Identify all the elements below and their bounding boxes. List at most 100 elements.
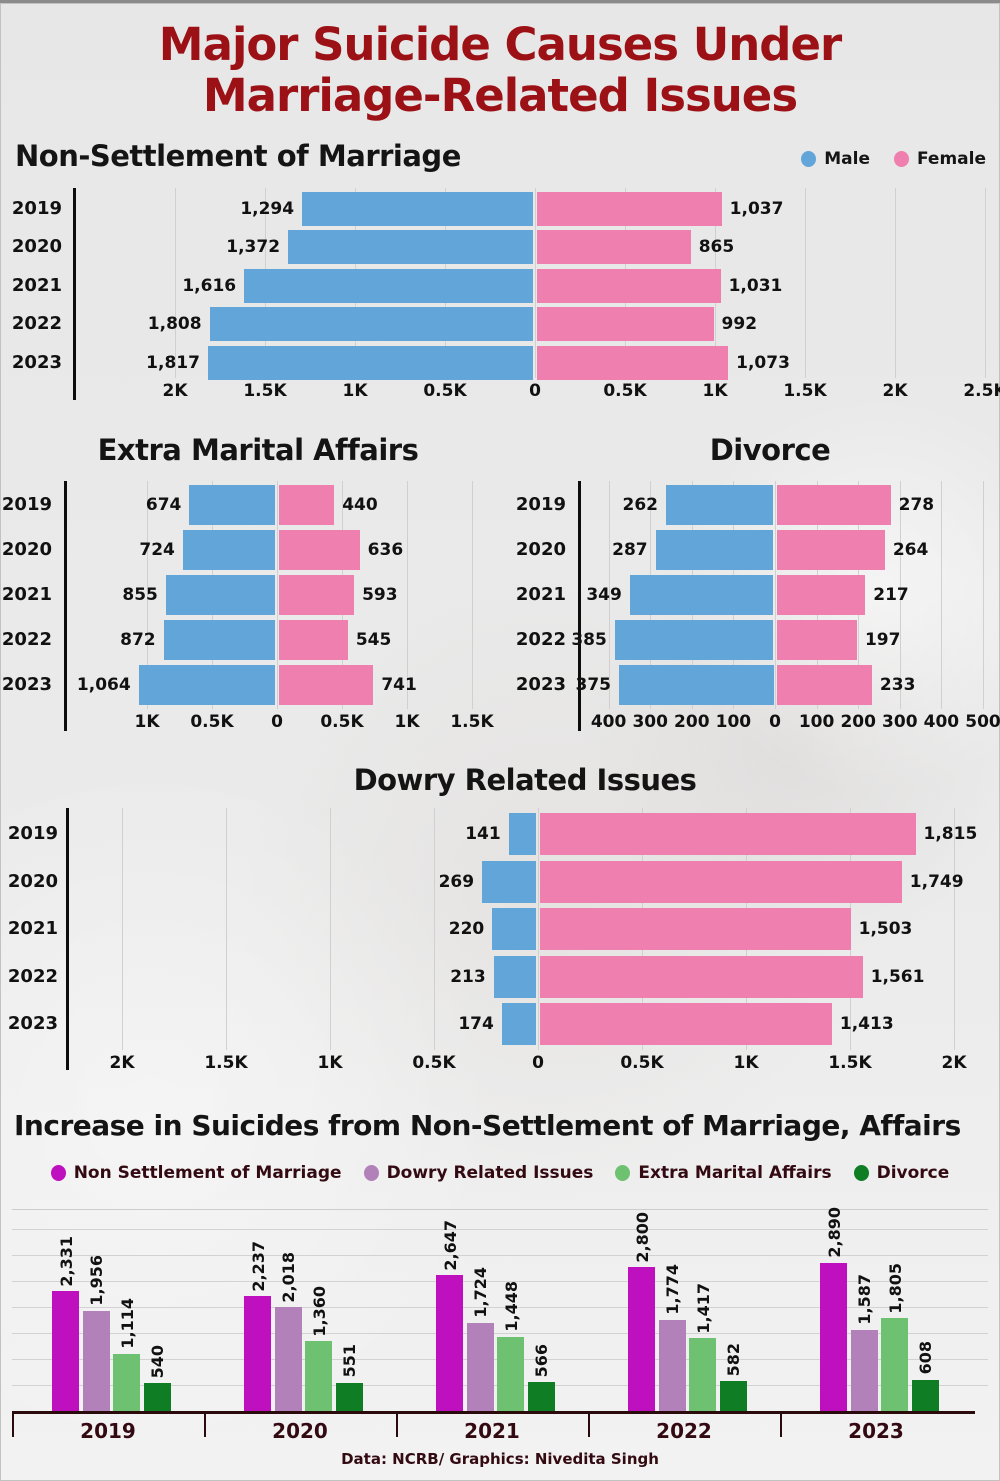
male-value-label: 213 [450,966,486,987]
year-axis-tick [396,1411,398,1437]
tick-label: 400 [923,712,960,732]
series-bar [466,1322,494,1411]
female-bar [278,530,360,570]
gridline [775,481,776,709]
year-label: 2022 [515,629,566,650]
female-bar [776,575,866,615]
male-bar [493,955,537,998]
tick-label: 0 [529,381,541,401]
female-value-label: 1,503 [858,919,913,939]
tick-label: 200 [840,712,876,732]
gridline [805,188,806,378]
series-bar [497,1336,524,1411]
tick-label: 1K [733,1053,759,1073]
year-label: 2020 [515,539,566,560]
legend-label-dowry: Dowry Related Issues [386,1163,594,1183]
legend-item-dowry: Dowry Related Issues [363,1163,594,1183]
bar-value-label: 2,890 [824,1207,844,1258]
bar-value-label: 2,018 [279,1251,298,1303]
h-gridline [12,1307,988,1308]
tick-label: 0.5K [603,381,647,401]
tick-label: 300 [882,712,918,732]
male-value-label: 1,064 [76,675,131,695]
female-value-label: 593 [362,585,398,605]
year-label: 2021 [515,584,566,605]
tick-label: 0 [532,1053,544,1073]
dowry-dot-icon [363,1165,379,1181]
male-value-label: 220 [448,919,485,939]
male-bar [182,530,276,570]
gridline [277,481,278,709]
male-bar [482,860,537,903]
tick-label: 2K [162,381,188,401]
male-value-label: 174 [458,1014,494,1034]
female-bar [776,530,885,570]
y-axis-line [66,808,69,1070]
female-value-label: 233 [879,675,916,695]
male-bar [492,908,537,950]
section-title-non-settlement: Non-Settlement of Marriage [15,139,461,173]
male-bar [163,620,276,660]
gridline [608,481,610,709]
tick-label: 1K [342,381,368,401]
page-title-line2: Marriage-Related Issues [202,69,798,123]
year-label: 2023 [515,674,566,695]
tick-label: 400 [590,712,627,732]
male-value-label: 375 [575,675,612,695]
year-axis-tick [780,1411,782,1437]
bar-value-label: 1,774 [663,1264,682,1315]
female-value-label: 1,413 [839,1014,894,1034]
gridline [899,481,901,709]
male-bar [302,192,534,226]
tick-label: 1K [702,381,728,401]
female-bar [539,860,902,903]
male-value-label: 1,808 [147,314,202,335]
y-axis-line [578,481,581,731]
series-bar [82,1310,110,1411]
gridline [895,188,896,378]
tick-label: 0.5K [620,1053,664,1073]
female-bar [278,665,374,705]
y-axis-line [64,481,67,731]
legend-label-extra-marital: Extra Marital Affairs [638,1163,832,1183]
extra-marital-dot-icon [615,1165,631,1181]
male-value-label: 262 [622,495,659,515]
male-value-label: 674 [145,495,182,515]
tick-label: 500 [965,712,1000,732]
tick-label: 2.5K [963,381,1000,401]
year-label: 2019 [11,198,62,219]
tick-label: 1.5K [450,712,494,732]
female-bar [539,908,851,950]
group-year-label: 2020 [272,1419,328,1443]
credit-text: Data: NCRB/ Graphics: Nivedita Singh [341,1450,659,1468]
series-bar [689,1338,716,1411]
female-bar [536,345,729,380]
bar-value-label: 2,800 [632,1211,652,1263]
gridline [535,188,536,378]
male-bar [501,1003,537,1045]
male-bar [619,665,774,705]
gridline [434,808,435,1050]
male-value-label: 724 [139,540,175,560]
year-label: 2020 [11,236,62,258]
male-value-label: 1,294 [240,199,295,219]
tick-label: 100 [715,712,752,732]
legend-item-extra-marital: Extra Marital Affairs [615,1163,832,1183]
year-axis-tick [12,1411,14,1437]
male-bar [165,575,276,615]
gender-legend: Male Female [801,149,986,169]
series-bar [52,1291,79,1411]
year-axis-tick [204,1411,206,1437]
bar-value-label: 608 [916,1341,935,1375]
tick-label: 0.5K [423,381,467,401]
tick-label: 0.5K [320,712,364,732]
male-bar [209,307,534,342]
tick-label: 2K [109,1053,135,1073]
group-year-label: 2023 [848,1419,904,1443]
tick-label: 100 [798,712,835,732]
male-bar [244,268,534,303]
bar-value-label: 566 [532,1343,551,1377]
pyramid-chart-extra-marital: 1K 0.5K 0 0.5K 1K 1.5K 2019 674 440 2020 724 636 202… [0,481,510,739]
female-value-label: 865 [698,237,735,258]
legend-item-male: Male [801,149,870,169]
